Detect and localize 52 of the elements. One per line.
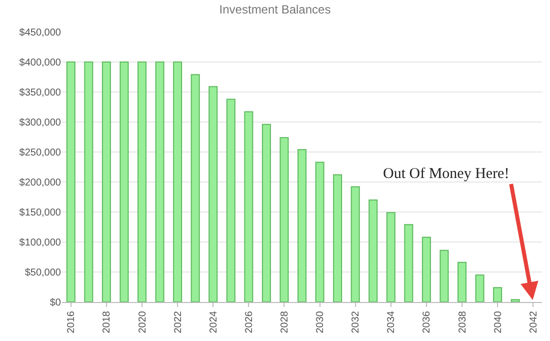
bar — [102, 62, 111, 302]
bar — [510, 299, 520, 302]
x-tick-label: 2024 — [208, 310, 220, 334]
x-tick-label: 2028 — [279, 310, 290, 334]
bar — [368, 200, 378, 302]
bar — [120, 62, 129, 302]
y-tick-label: $250,000 — [19, 148, 62, 158]
bar — [333, 174, 342, 302]
y-tick-label: $400,000 — [19, 58, 62, 68]
x-tick-label: 2042 — [528, 310, 540, 334]
bar — [404, 224, 414, 302]
bar — [475, 274, 484, 302]
y-tick-label: $200,000 — [19, 178, 62, 188]
annotation: Out Of Money Here! — [383, 166, 510, 182]
bar — [138, 62, 146, 302]
x-tick-label: 2034 — [386, 310, 398, 334]
y-tick-label: $450,000 — [19, 28, 62, 38]
bar — [458, 262, 466, 302]
x-tick-label: 2020 — [137, 310, 148, 334]
bar — [84, 62, 94, 302]
bar — [298, 149, 306, 302]
x-tick-label: 2032 — [350, 310, 362, 334]
bar — [422, 236, 431, 302]
x-tick-label: 2026 — [244, 310, 255, 334]
x-tick-label: 2036 — [422, 310, 433, 334]
x-tick-label: 2030 — [315, 310, 326, 334]
y-tick-label: $350,000 — [19, 88, 62, 98]
bar — [173, 62, 182, 302]
y-tick-label: $50,000 — [24, 268, 62, 278]
bar — [66, 62, 76, 302]
bar — [262, 124, 271, 302]
y-tick-label: $0 — [50, 298, 62, 308]
x-tick-label: 2022 — [172, 310, 184, 334]
bar — [440, 250, 449, 302]
bar — [226, 98, 236, 302]
bar — [155, 62, 164, 302]
bar — [386, 212, 396, 302]
y-tick-label: $100,000 — [19, 238, 62, 248]
bar — [244, 111, 254, 302]
bar — [315, 162, 324, 302]
bar — [493, 287, 502, 302]
x-tick-label: 2016 — [66, 310, 78, 334]
x-tick-label: 2038 — [457, 310, 468, 334]
bar — [190, 74, 200, 302]
bar — [350, 186, 360, 302]
y-tick-label: $300,000 — [19, 118, 62, 128]
x-tick-label: 2040 — [492, 310, 504, 334]
chart-title: Investment Balances — [219, 2, 331, 17]
x-tick-label: 2018 — [102, 310, 113, 334]
bar — [208, 86, 218, 302]
bar — [280, 137, 289, 302]
y-tick-label: $150,000 — [19, 208, 62, 218]
